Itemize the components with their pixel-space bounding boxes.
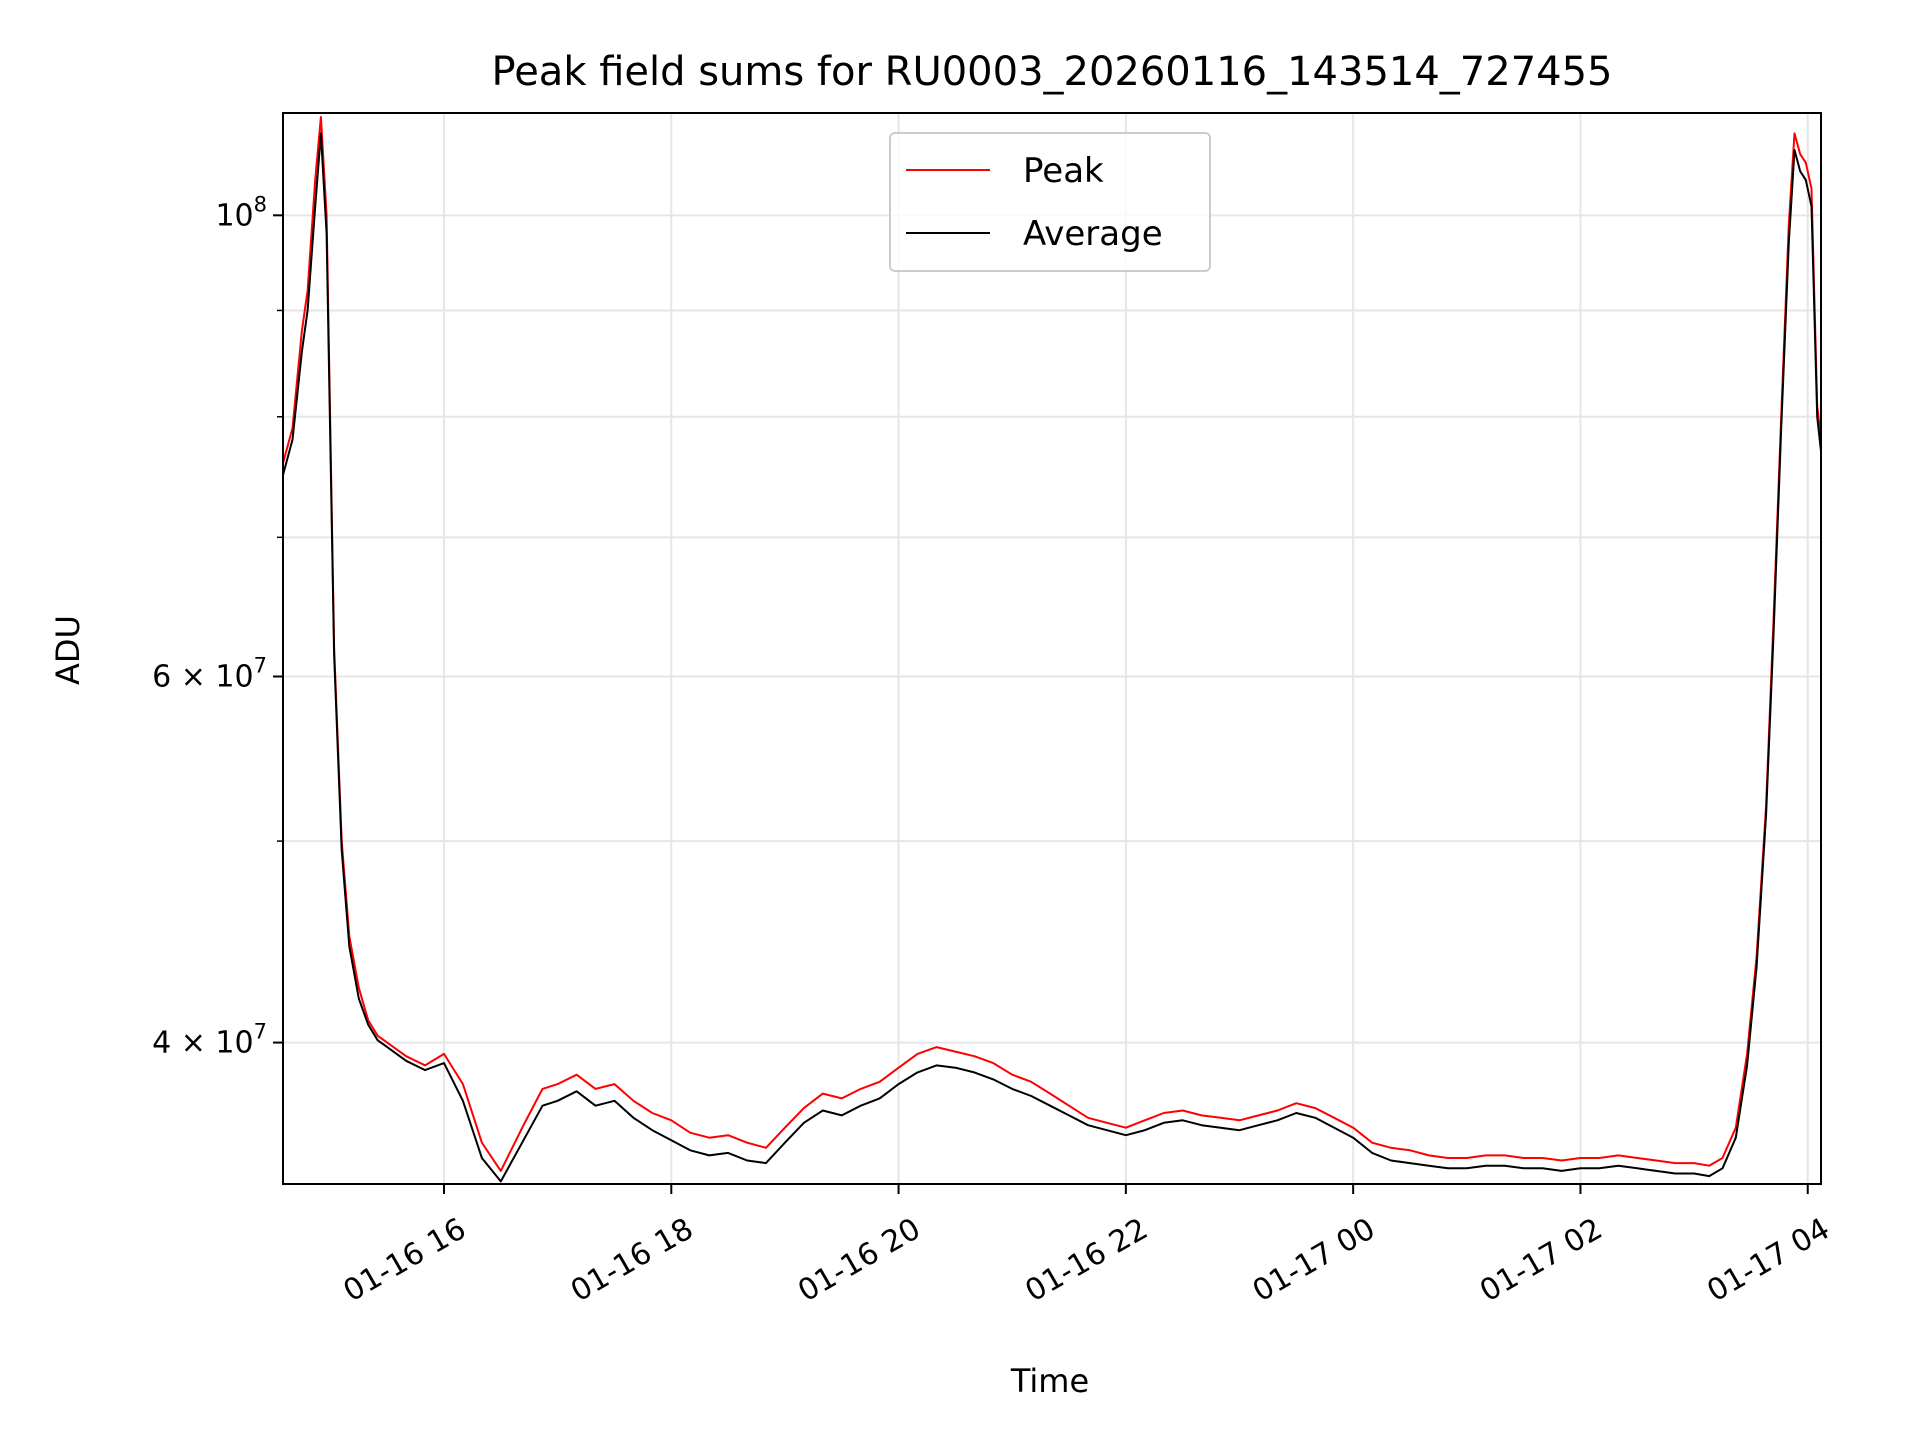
y-tick-label: 108 [215, 192, 267, 233]
legend-box [889, 132, 1211, 272]
series-line-peak [283, 116, 1821, 1172]
y-axis-title: ADU [49, 615, 87, 685]
x-axis-title: Time [1010, 1362, 1089, 1400]
legend: Peak Average [889, 132, 1211, 272]
chart-title: Peak field sums for RU0003_20260116_1435… [492, 49, 1613, 95]
y-tick-label: 6 × 107 [152, 654, 267, 695]
plot-frame [282, 112, 1822, 1185]
legend-label-peak: Peak [1023, 151, 1104, 191]
legend-label-average: Average [1023, 214, 1163, 254]
series-line-average [283, 132, 1821, 1183]
y-tick-label: 4 × 107 [152, 1020, 267, 1061]
y-axis: 4 × 107 6 × 107 108 [152, 192, 283, 1061]
plot-series [283, 116, 1821, 1183]
